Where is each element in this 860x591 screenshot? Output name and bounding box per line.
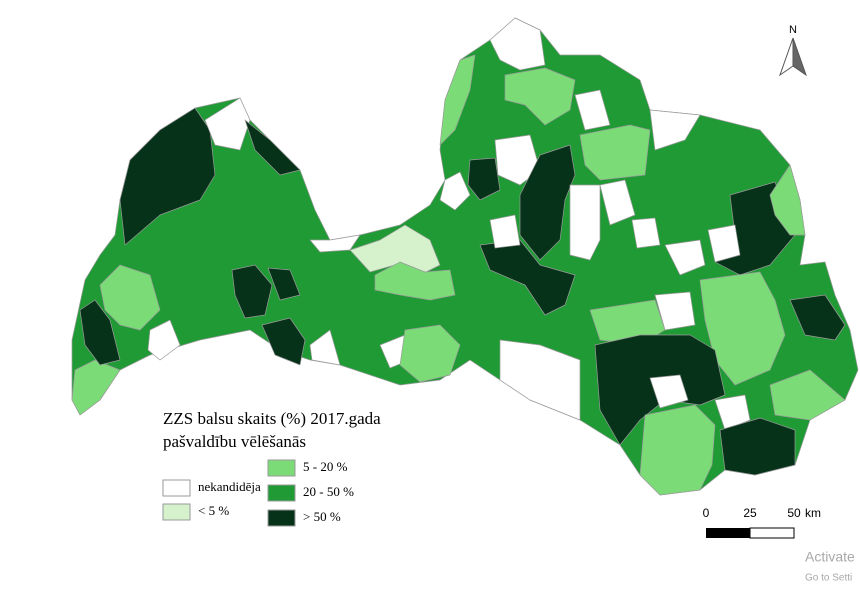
region (649, 109, 701, 151)
region (309, 329, 341, 366)
region (489, 17, 546, 71)
north-arrow: N (779, 24, 807, 77)
region (267, 267, 301, 301)
legend-label: 20 - 50 % (303, 484, 354, 499)
region (439, 171, 471, 211)
legend-label: > 50 % (303, 509, 341, 524)
map-regions (71, 17, 859, 496)
scale-segment (749, 527, 795, 539)
scale-label: 50 (787, 506, 801, 520)
region (649, 374, 689, 409)
region (79, 299, 121, 366)
legend-title: pašvaldību vēlēšanās (163, 432, 306, 451)
region (574, 89, 611, 131)
scale-unit: km (805, 506, 821, 520)
region (261, 317, 306, 366)
region (654, 291, 696, 331)
region (639, 404, 716, 496)
region (664, 239, 706, 276)
legend-label: 5 - 20 % (303, 459, 348, 474)
region (707, 224, 741, 263)
region (789, 294, 846, 341)
region (399, 324, 461, 383)
region (489, 214, 521, 249)
region (631, 217, 661, 249)
watermark: Activate (805, 549, 855, 565)
region (309, 234, 361, 253)
region (569, 184, 601, 261)
legend-swatch (267, 484, 296, 502)
legend-swatch (162, 503, 191, 521)
scale-label: 25 (743, 506, 757, 520)
region (579, 124, 651, 181)
legend: nekandidēja < 5 % 5 - 20 % 20 - 50 % > 50 % (162, 459, 354, 527)
legend-swatch (267, 459, 296, 477)
legend-title: ZZS balsu skaits (%) 2017.gada (163, 409, 381, 428)
legend-swatch (267, 509, 296, 527)
scale-label: 0 (703, 506, 710, 520)
scale-bar: 0 25 50 km (703, 506, 821, 539)
region (467, 157, 501, 201)
region (519, 144, 576, 261)
region (231, 264, 273, 319)
legend-label: nekandidēja (198, 479, 261, 494)
region (204, 97, 251, 151)
region (439, 54, 476, 146)
legend-label: < 5 % (198, 503, 229, 518)
region (349, 224, 441, 276)
region (119, 107, 216, 246)
region (714, 394, 751, 431)
region (769, 164, 806, 236)
region (244, 119, 301, 176)
region (769, 369, 846, 421)
region (71, 359, 121, 416)
scale-segment (706, 528, 750, 538)
region (499, 339, 581, 421)
watermark: Go to Setti (805, 573, 852, 584)
region (699, 271, 786, 386)
north-label: N (789, 24, 797, 36)
region (147, 319, 181, 361)
region (719, 417, 796, 476)
region (504, 67, 576, 126)
region (374, 261, 456, 301)
region (599, 179, 636, 226)
region (99, 264, 161, 331)
region (479, 239, 576, 316)
legend-swatch (162, 479, 191, 497)
